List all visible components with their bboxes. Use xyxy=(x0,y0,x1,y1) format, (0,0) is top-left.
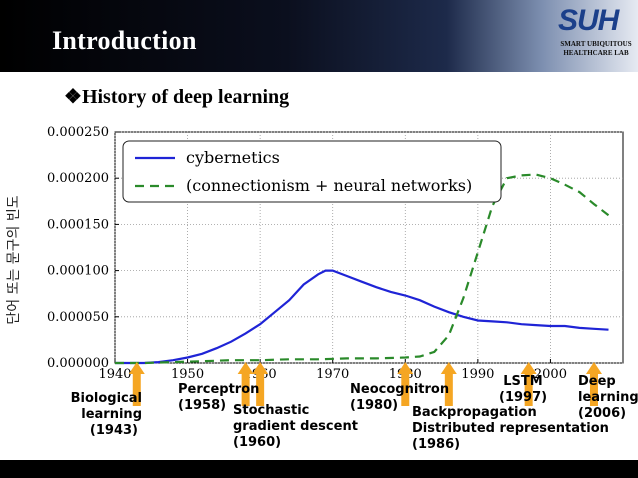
annotation-stochastic-gradient-descent: Stochastic gradient descent (1960) xyxy=(233,403,358,451)
legend-label: (connectionism + neural networks) xyxy=(186,176,472,195)
logo-mark: SUH xyxy=(558,4,619,37)
y-axis-label-container: 단어 또는 문구의 빈도 xyxy=(2,180,30,340)
chart-arrows xyxy=(128,362,602,406)
series-line-cybernetics xyxy=(115,269,609,365)
logo-line-2: HEALTHCARE LAB xyxy=(563,49,629,57)
arrow-deep-learning xyxy=(585,362,602,406)
annotation-line: (1986) xyxy=(412,437,461,452)
diamond-bullet-icon: ❖ xyxy=(64,86,82,108)
annotation-line: Distributed representation xyxy=(412,421,609,436)
y-tick-label: 0.000150 xyxy=(47,217,109,232)
annotation-deep-learning: Deep learning (2006) xyxy=(578,374,638,422)
annotation-lstm: LSTM (1997) xyxy=(499,374,547,406)
annotation-line: (1980) xyxy=(350,398,399,413)
annotation-line: gradient descent xyxy=(233,419,358,434)
annotation-line: learning xyxy=(81,407,142,422)
subtitle-text: History of deep learning xyxy=(81,86,290,108)
annotation-line: Neocognitron xyxy=(350,382,450,397)
x-tick-label: 2000 xyxy=(534,367,567,382)
logo-line-1: SMART UBIQUITOUS xyxy=(560,40,632,48)
annotation-line: (1958) xyxy=(178,398,227,413)
arrow-lstm xyxy=(520,362,537,406)
arrow-stochastic-gradient-descent xyxy=(252,362,269,406)
arrow-perceptron xyxy=(237,362,254,406)
x-tick-label: 1970 xyxy=(316,367,349,382)
annotation-biological-learning: Biological learning (1943) xyxy=(68,391,142,439)
chart-legend: cybernetics (connectionism + neural netwo… xyxy=(122,140,502,203)
arrow-backpropagation xyxy=(440,362,457,406)
annotation-line: (2006) xyxy=(578,406,627,421)
y-tick-label: 0.000100 xyxy=(47,264,109,279)
bottom-bar xyxy=(0,460,638,478)
annotation-line: Stochastic xyxy=(233,403,310,418)
y-tick-label: 0.000000 xyxy=(47,356,109,371)
y-axis-label: 단어 또는 문구의 빈도 xyxy=(6,195,22,324)
x-tick-label: 1940 xyxy=(98,367,131,382)
annotation-line: LSTM xyxy=(503,374,543,389)
annotation-line: learning xyxy=(578,390,638,405)
annotation-line: (1960) xyxy=(233,435,282,450)
arrow-biological-learning xyxy=(128,362,145,406)
series-line-connectionism xyxy=(115,173,610,365)
slide-header xyxy=(0,0,638,72)
annotation-line: Backpropagation xyxy=(412,405,537,420)
annotation-line: (1997) xyxy=(499,390,548,405)
x-tick-label: 1990 xyxy=(461,367,494,382)
x-tick-label: 1950 xyxy=(171,367,204,382)
y-tick-label: 0.000200 xyxy=(47,171,109,186)
annotation-line: Biological xyxy=(70,391,142,406)
annotation-backpropagation: Backpropagation Distributed representatio… xyxy=(412,405,609,453)
legend-box xyxy=(122,140,502,203)
arrow-neocognitron xyxy=(397,362,414,406)
annotation-line: (1943) xyxy=(89,423,138,438)
annotation-perceptron: Perceptron (1958) xyxy=(178,382,259,414)
slide-subtitle: ❖History of deep learning xyxy=(64,84,289,109)
annotation-line: Perceptron xyxy=(178,382,260,397)
y-tick-label: 0.000050 xyxy=(47,310,109,325)
lab-logo: SUH SMART UBIQUITOUS HEALTHCARE LAB xyxy=(546,4,636,64)
y-tick-label: 0.000250 xyxy=(47,125,109,140)
logo-subtitle: SMART UBIQUITOUS HEALTHCARE LAB xyxy=(554,40,638,58)
chart-series xyxy=(115,173,610,365)
annotation-neocognitron: Neocognitron (1980) xyxy=(350,382,449,414)
slide-title: Introduction xyxy=(52,26,197,55)
annotation-line: Deep xyxy=(578,374,616,389)
legend-label: cybernetics xyxy=(186,148,280,167)
